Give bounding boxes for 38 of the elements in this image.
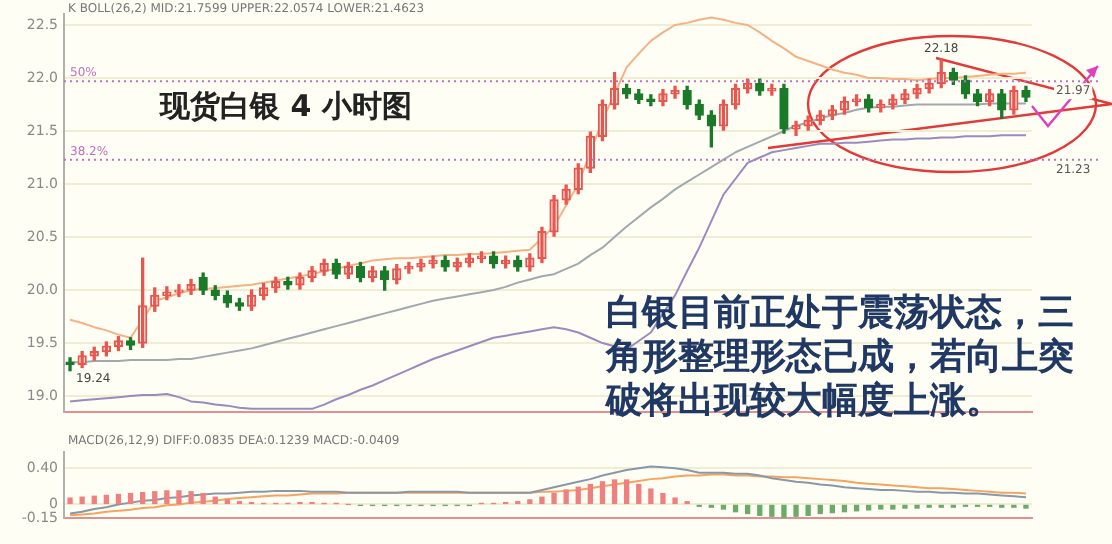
bar (587, 483, 594, 505)
bar (79, 496, 85, 505)
bar (878, 504, 884, 510)
bar (575, 486, 581, 505)
bar (539, 496, 545, 505)
bar (805, 504, 811, 516)
bar (115, 493, 122, 505)
bar (188, 491, 194, 505)
bar (623, 479, 630, 505)
bar (103, 494, 110, 505)
bar (527, 499, 533, 505)
bar (127, 492, 134, 505)
bar (563, 489, 569, 505)
bar (599, 481, 606, 505)
bar (890, 504, 896, 510)
bar (793, 504, 799, 517)
bar (781, 504, 787, 518)
annotation: 白银目前正处于震荡状态，三角形整理形态已成，若向上突破将出现较大幅度上涨。 (606, 292, 1076, 424)
bar (660, 492, 666, 505)
bar (200, 492, 206, 505)
bar (611, 479, 618, 505)
bar (672, 497, 678, 505)
bar (164, 490, 170, 505)
bar (648, 488, 654, 505)
bar (551, 492, 557, 505)
bar (176, 490, 182, 505)
text: 现货白银 4 小时图 (160, 88, 412, 126)
bar (744, 504, 751, 515)
bar (152, 491, 158, 505)
bar (67, 497, 73, 505)
bar (720, 504, 727, 510)
bar (817, 504, 823, 515)
bar (224, 499, 231, 505)
bar (139, 492, 146, 505)
bar (769, 504, 775, 517)
bar (636, 483, 642, 505)
bar (865, 504, 872, 511)
bar (757, 504, 763, 516)
